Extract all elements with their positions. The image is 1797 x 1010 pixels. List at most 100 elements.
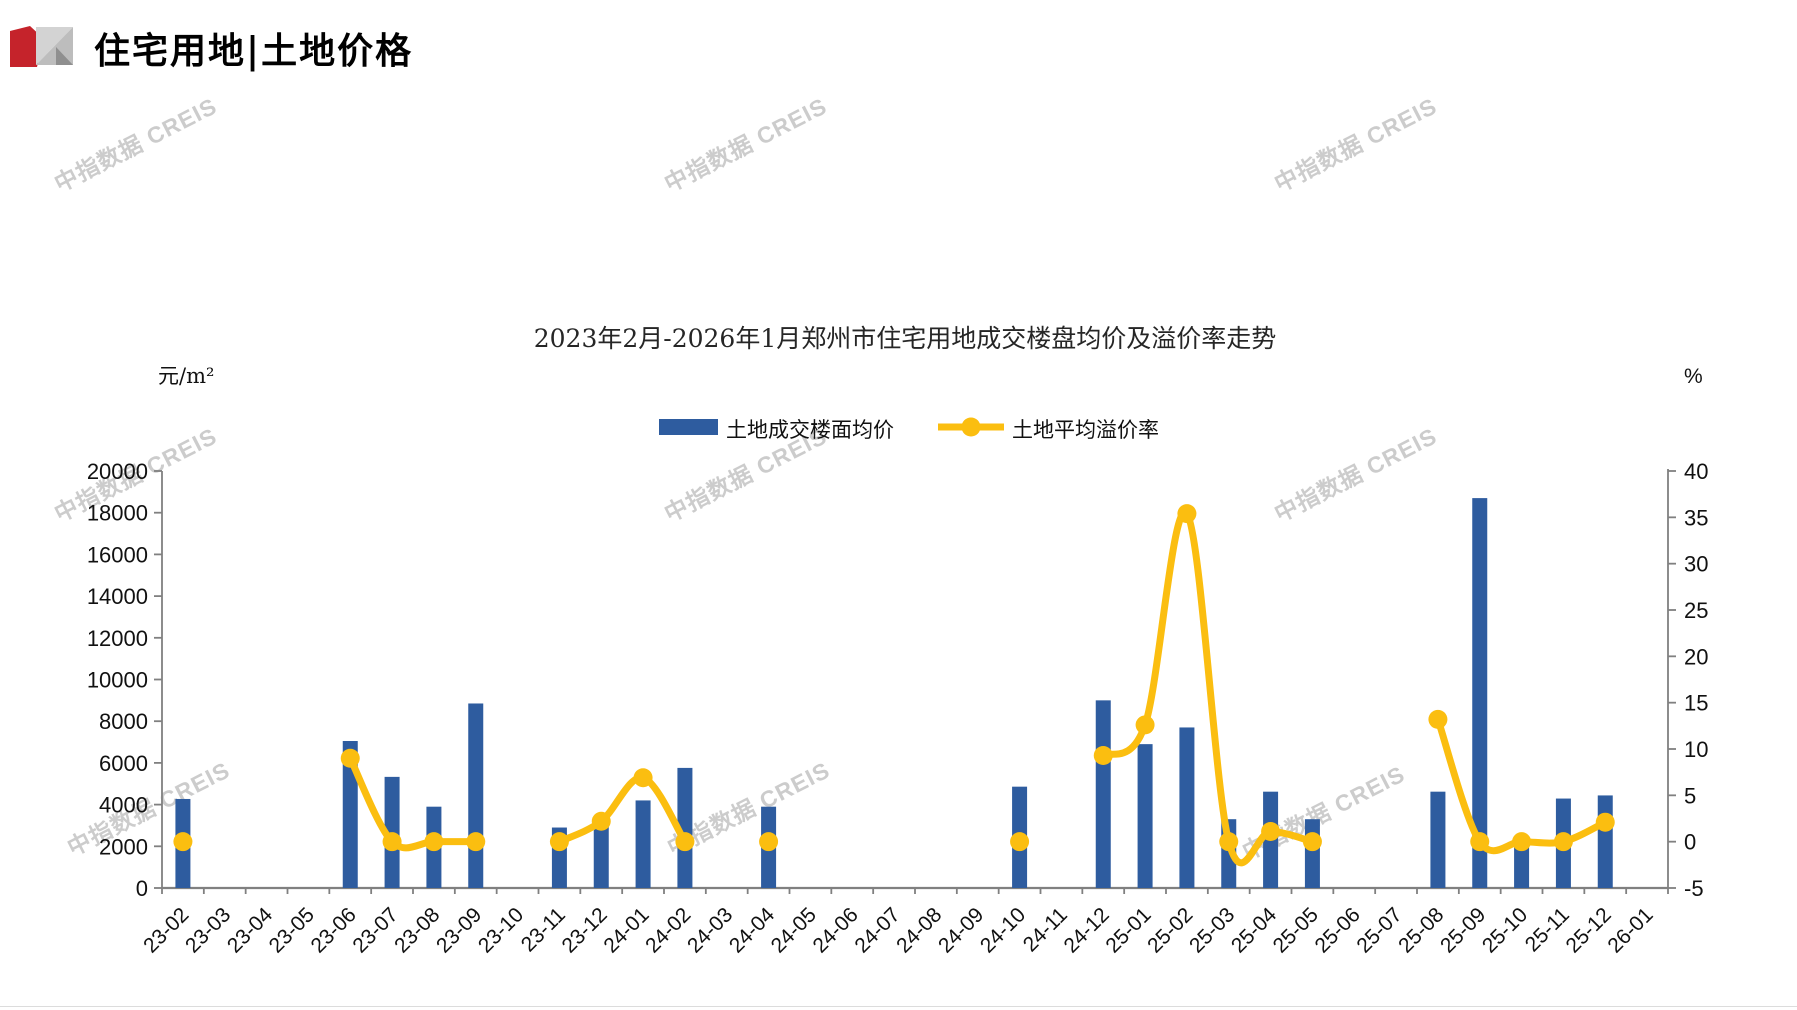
bar-25-05: [1304, 819, 1320, 888]
premium-line: [346, 754, 480, 852]
bar-25-01: [1137, 744, 1153, 888]
x-axis-label: 23-10: [474, 903, 528, 957]
x-axis-label: 24-05: [767, 903, 821, 957]
point-25-09: [1470, 832, 1490, 852]
x-axis-label: 25-03: [1185, 903, 1239, 957]
legend-line-label: 土地平均溢价率: [1012, 418, 1159, 442]
point-23-07: [382, 832, 402, 852]
point-25-04: [1261, 821, 1281, 841]
bar-24-02: [677, 767, 693, 888]
x-axis-label: 25-09: [1436, 903, 1490, 957]
right-axis-tick-label: 25: [1684, 598, 1708, 623]
page-header: 住宅用地|土地价格: [0, 0, 1797, 80]
x-axis-label: 25-08: [1394, 903, 1448, 957]
left-axis-tick-label: 0: [136, 876, 148, 901]
point-25-05: [1302, 832, 1322, 852]
x-axis-label: 24-07: [850, 903, 904, 957]
x-axis-label: 25-12: [1562, 903, 1616, 957]
point-25-02: [1177, 504, 1197, 524]
x-axis-label: 25-01: [1101, 903, 1155, 957]
left-axis-tick-label: 2000: [99, 834, 148, 859]
bar-23-09: [468, 703, 484, 888]
point-24-04: [759, 832, 779, 852]
x-axis-label: 25-11: [1521, 903, 1574, 956]
left-axis-tick-label: 8000: [99, 709, 148, 734]
footer-divider: [0, 1006, 1797, 1007]
bar-25-10: [1514, 841, 1530, 888]
left-axis-tick-label: 20000: [87, 459, 148, 484]
x-axis-label: 26-01: [1603, 903, 1657, 957]
left-axis-tick-label: 6000: [99, 751, 148, 776]
x-axis-label: 25-07: [1352, 903, 1406, 957]
point-23-11: [549, 832, 569, 852]
x-axis-label: 25-06: [1311, 903, 1365, 957]
right-axis-tick-label: 20: [1684, 644, 1708, 669]
x-axis-label: 23-08: [390, 903, 444, 957]
bar-25-09: [1472, 498, 1488, 888]
x-axis-label: 23-12: [558, 903, 612, 957]
premium-line: [1434, 715, 1609, 855]
point-25-10: [1512, 832, 1532, 852]
bar-23-06: [342, 741, 358, 888]
x-axis-label: 25-02: [1143, 903, 1197, 957]
point-24-01: [633, 768, 653, 788]
x-axis-label: 24-02: [641, 903, 695, 957]
page-title: 住宅用地|土地价格: [94, 30, 414, 72]
x-axis-label: 24-12: [1060, 903, 1114, 957]
bar-25-12: [1597, 795, 1613, 888]
x-axis-label: 23-07: [348, 903, 402, 957]
left-axis-tick-label: 10000: [87, 668, 148, 693]
legend-bar-label: 土地成交楼面均价: [726, 418, 894, 442]
left-axis-tick-label: 14000: [87, 584, 148, 609]
right-axis-tick-label: 40: [1684, 459, 1708, 484]
point-24-02: [675, 832, 695, 852]
x-axis-label: 23-06: [307, 903, 361, 957]
bar-24-12: [1095, 700, 1111, 888]
x-axis-label: 24-10: [976, 903, 1030, 957]
point-23-06: [340, 748, 360, 768]
x-axis-label: 24-01: [599, 903, 653, 957]
point-24-12: [1093, 745, 1113, 765]
x-axis-label: 23-04: [223, 903, 277, 957]
legend-bar-swatch: [659, 419, 718, 435]
point-23-09: [466, 832, 486, 852]
right-axis-tick-label: 35: [1684, 505, 1708, 530]
x-axis-label: 24-06: [809, 903, 863, 957]
x-axis-label: 25-04: [1227, 903, 1281, 957]
creis-logo-icon: [10, 26, 73, 67]
x-axis-label: 23-05: [265, 903, 319, 957]
x-axis-label: 24-08: [892, 903, 946, 957]
right-axis-unit: %: [1684, 365, 1703, 388]
x-axis-label: 23-09: [432, 903, 486, 957]
right-axis-tick-label: 0: [1684, 830, 1696, 855]
right-axis-tick-label: 15: [1684, 691, 1708, 716]
right-axis-tick-label: 5: [1684, 783, 1696, 808]
x-axis-label: 25-10: [1478, 903, 1532, 957]
right-axis-tick-label: 30: [1684, 552, 1708, 577]
x-axis-label: 25-05: [1269, 903, 1323, 957]
bar-25-08: [1430, 791, 1446, 888]
bar-23-12: [593, 823, 609, 888]
x-axis-label: 23-02: [139, 903, 193, 957]
premium-line: [1099, 508, 1316, 867]
x-axis-label: 24-03: [683, 903, 737, 957]
left-axis-tick-label: 18000: [87, 501, 148, 526]
premium-line: [555, 774, 689, 846]
left-axis-tick-label: 4000: [99, 793, 148, 818]
x-axis-label: 24-04: [725, 903, 779, 957]
x-axis-label: 23-03: [181, 903, 235, 957]
chart-title: 2023年2月-2026年1月郑州市住宅用地成交楼盘均价及溢价率走势: [534, 324, 1277, 353]
point-23-08: [424, 832, 444, 852]
legend-line-marker: [961, 417, 981, 437]
point-25-08: [1428, 709, 1448, 729]
left-axis-unit: 元/m²: [158, 364, 214, 388]
point-23-02: [173, 832, 193, 852]
point-24-10: [1010, 832, 1030, 852]
left-axis-tick-label: 12000: [87, 626, 148, 651]
right-axis-tick-label: -5: [1684, 876, 1704, 901]
x-axis-label: 24-11: [1019, 903, 1072, 956]
left-axis-tick-label: 16000: [87, 542, 148, 567]
